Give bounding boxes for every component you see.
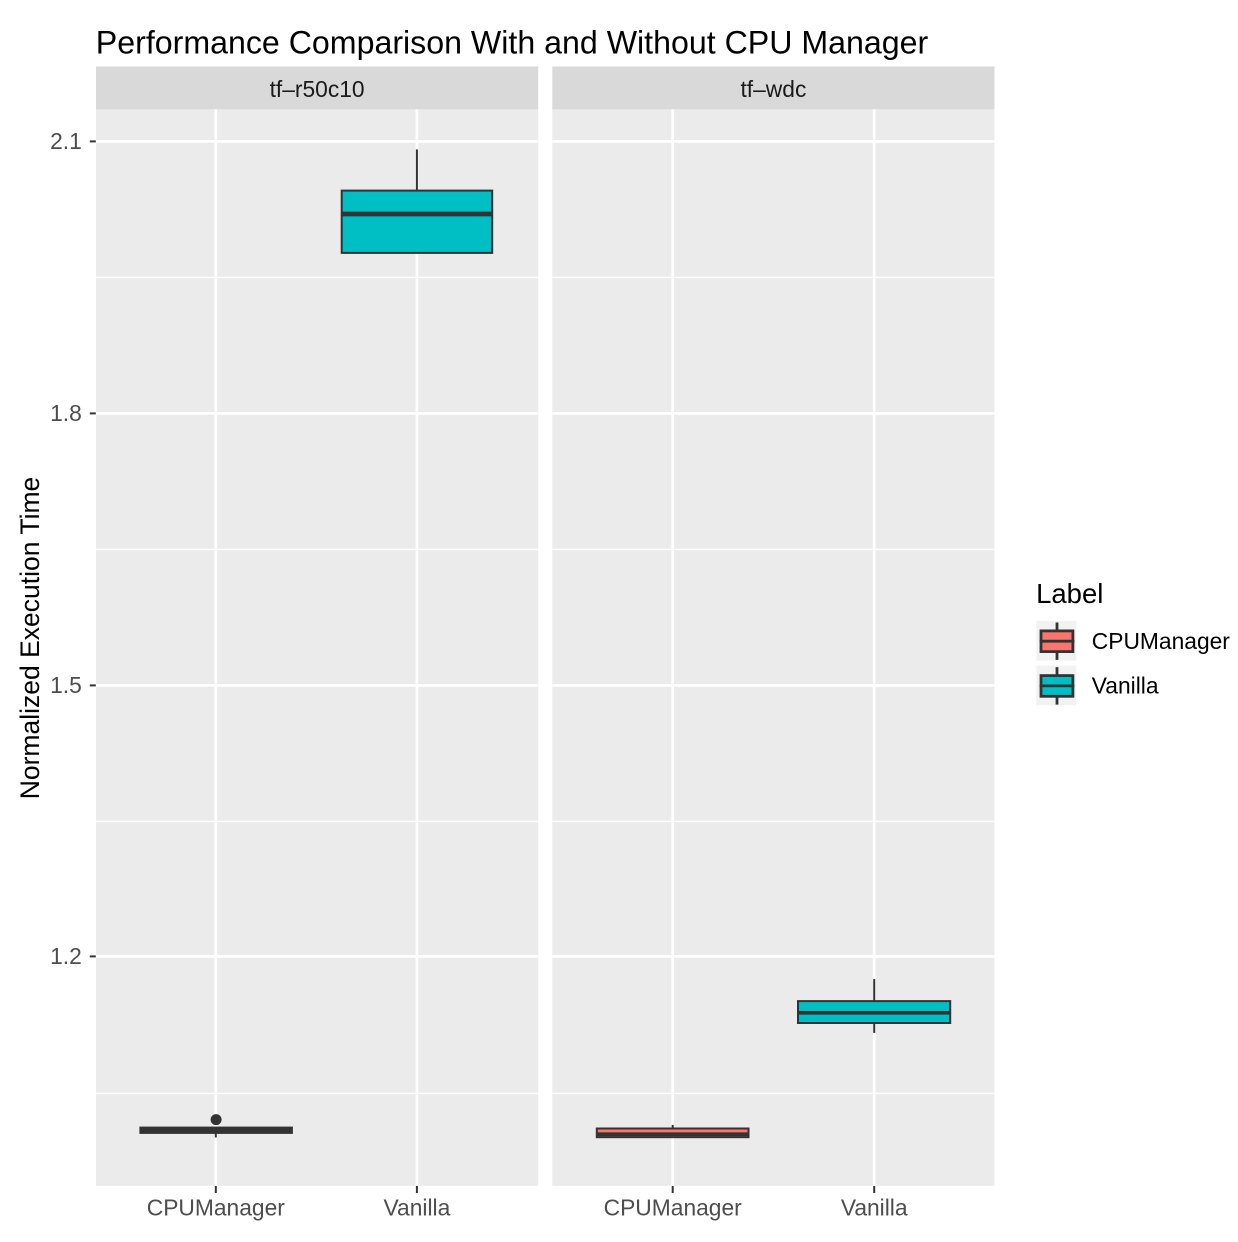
svg-text:Normalized Execution Time: Normalized Execution Time [15, 477, 45, 800]
svg-text:1.8: 1.8 [50, 400, 82, 426]
svg-text:Vanilla: Vanilla [384, 1195, 451, 1221]
svg-text:1.5: 1.5 [50, 672, 82, 698]
svg-text:Vanilla: Vanilla [841, 1195, 908, 1221]
svg-text:Label: Label [1036, 578, 1103, 609]
svg-text:2.1: 2.1 [50, 128, 82, 154]
svg-text:CPUManager: CPUManager [604, 1195, 743, 1221]
svg-text:tf–wdc: tf–wdc [740, 76, 806, 102]
svg-text:tf–r50c10: tf–r50c10 [270, 76, 365, 102]
svg-text:CPUManager: CPUManager [1092, 628, 1231, 654]
svg-text:CPUManager: CPUManager [147, 1195, 286, 1221]
svg-text:1.2: 1.2 [50, 943, 82, 969]
svg-text:Performance Comparison With an: Performance Comparison With and Without … [96, 25, 929, 61]
svg-text:Vanilla: Vanilla [1092, 672, 1159, 698]
